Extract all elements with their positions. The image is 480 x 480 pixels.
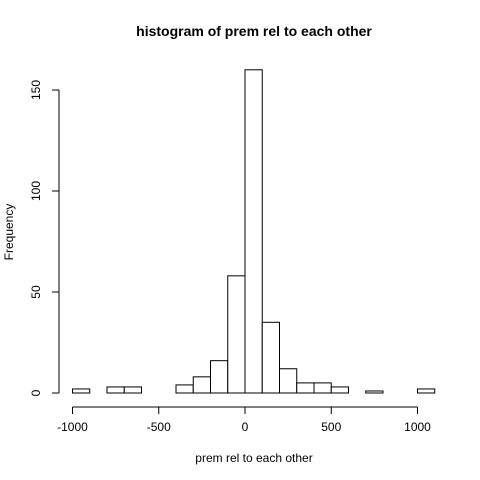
x-tick-label: 500 bbox=[321, 420, 341, 434]
histogram-bar bbox=[330, 386, 349, 394]
histogram-bar bbox=[417, 388, 436, 394]
x-axis-label: prem rel to each other bbox=[195, 451, 312, 465]
histogram-bars bbox=[72, 69, 436, 394]
y-axis: 0 50 100 150 bbox=[29, 80, 60, 396]
histogram-bar bbox=[72, 388, 91, 394]
histogram-bar bbox=[365, 390, 384, 394]
x-tick-label: 1000 bbox=[404, 420, 431, 434]
histogram-bar bbox=[175, 384, 194, 394]
histogram-bar bbox=[244, 69, 263, 394]
histogram-bar bbox=[313, 382, 332, 394]
x-axis: -1000 -500 0 500 1000 bbox=[57, 406, 431, 434]
histogram-bar bbox=[279, 368, 298, 394]
y-tick-label: 150 bbox=[29, 80, 43, 100]
y-tick-label: 0 bbox=[29, 389, 43, 396]
histogram-bar bbox=[106, 386, 125, 394]
histogram-bar bbox=[192, 376, 211, 394]
histogram-bar bbox=[210, 360, 229, 394]
y-tick-label: 100 bbox=[29, 181, 43, 201]
histogram-bar bbox=[123, 386, 142, 394]
histogram-bar bbox=[261, 321, 280, 394]
chart-title: histogram of prem rel to each other bbox=[136, 23, 372, 39]
histogram-bar bbox=[227, 275, 246, 394]
y-tick-label: 50 bbox=[29, 285, 43, 299]
x-tick-label: -1000 bbox=[57, 420, 88, 434]
x-tick-label: 0 bbox=[242, 420, 249, 434]
y-axis-label: Frequency bbox=[2, 204, 16, 261]
histogram-bar bbox=[296, 382, 315, 394]
x-tick-label: -500 bbox=[147, 420, 171, 434]
